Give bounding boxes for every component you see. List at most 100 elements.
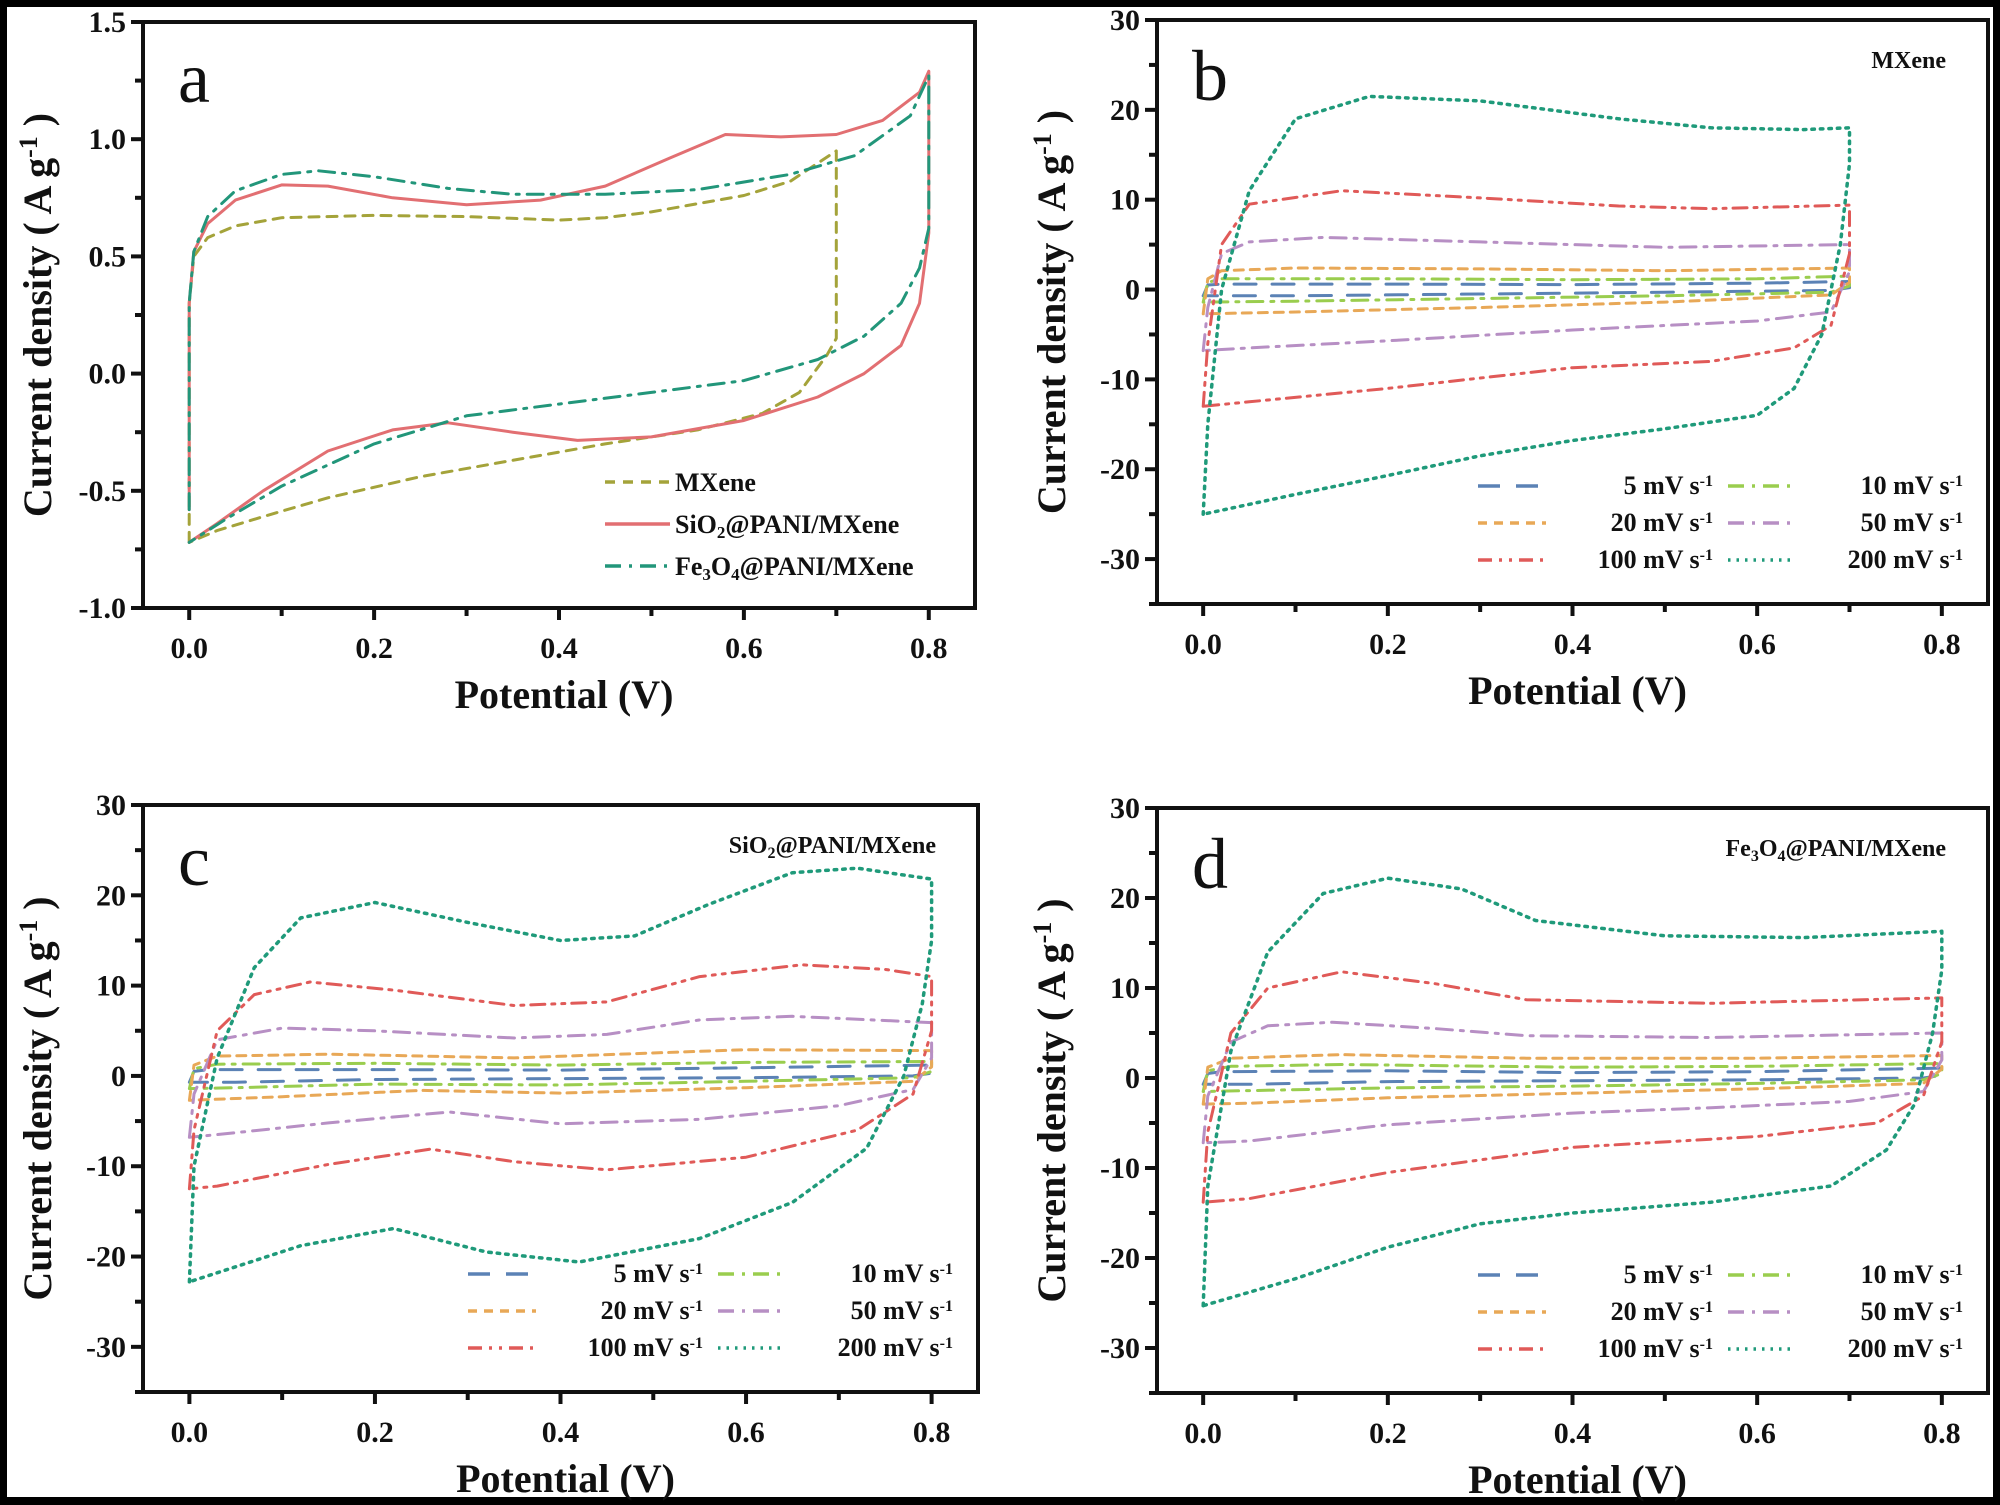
series-line-5-mv-s-1 <box>187 1063 934 1084</box>
x-tick-label: 0.4 <box>1554 628 1592 661</box>
y-tick-label: 0 <box>111 1060 126 1093</box>
y-tick-label: -20 <box>1100 453 1140 486</box>
x-tick-label: 0.8 <box>910 632 948 665</box>
x-tick-label: 0.6 <box>1738 628 1776 661</box>
x-tick-label: 0.2 <box>1369 1417 1407 1450</box>
y-tick-label: 0.0 <box>89 358 127 391</box>
legend-label: 100 mV s-1 <box>1598 545 1713 574</box>
series-line-fe3o4-pani-mxene <box>187 74 931 544</box>
series-line-200-mv-s-1 <box>187 866 934 1284</box>
series-line-10-mv-s-1 <box>1201 274 1851 304</box>
legend-label: 10 mV s-1 <box>851 1259 953 1288</box>
y-tick-label: 20 <box>1110 94 1140 127</box>
y-tick-label: -20 <box>86 1241 126 1274</box>
legend-label: 50 mV s-1 <box>1861 508 1963 537</box>
x-tick-label: 0.6 <box>1738 1417 1776 1450</box>
series-line-200-mv-s-1 <box>1201 94 1852 516</box>
material-label: SiO2@PANI/MXene <box>729 833 937 862</box>
series-line-20-mv-s-1 <box>1201 1053 1944 1106</box>
x-tick-label: 0.2 <box>356 1416 394 1449</box>
legend-label: 100 mV s-1 <box>588 1333 703 1362</box>
panel-letter: c <box>178 821 210 901</box>
x-tick-label: 0.8 <box>1923 1417 1961 1450</box>
legend-label: 200 mV s-1 <box>838 1333 953 1362</box>
legend-label: 200 mV s-1 <box>1848 1334 1963 1363</box>
y-tick-label: -30 <box>86 1331 126 1364</box>
y-tick-label: -10 <box>86 1150 126 1183</box>
legend-label: 100 mV s-1 <box>1598 1334 1713 1363</box>
legend-label: 10 mV s-1 <box>1861 471 1963 500</box>
series-line-100-mv-s-1 <box>187 963 934 1191</box>
y-tick-label: 30 <box>1110 4 1140 37</box>
y-tick-label: 0 <box>1125 1062 1140 1095</box>
series-line-5-mv-s-1 <box>1201 1066 1944 1086</box>
panel-letter: a <box>178 38 210 118</box>
series-line-100-mv-s-1 <box>1201 970 1944 1204</box>
series-line-50-mv-s-1 <box>187 1014 934 1139</box>
x-tick-label: 0.4 <box>1554 1417 1592 1450</box>
y-tick-label: 1.5 <box>89 6 127 39</box>
y-tick-label: -20 <box>1100 1242 1140 1275</box>
legend-label: 5 mV s-1 <box>614 1259 703 1288</box>
series-line-20-mv-s-1 <box>187 1048 934 1102</box>
y-tick-label: 20 <box>1110 882 1140 915</box>
panel-letter: d <box>1192 824 1228 904</box>
material-label: Fe3O4@PANI/MXene <box>1726 836 1947 865</box>
x-tick-label: 0.4 <box>542 1416 580 1449</box>
y-tick-label: 10 <box>1110 184 1140 217</box>
x-axis-title: Potential (V) <box>456 1456 675 1501</box>
series-line-10-mv-s-1 <box>187 1060 934 1091</box>
legend-label: 10 mV s-1 <box>1861 1260 1963 1289</box>
panel-d: -30 -20 -10 0 10 20 30 0.0 0.2 0.4 0.6 0.8 Potential… <box>1028 792 1990 1502</box>
y-axis-title: Current density ( A g-1 ) <box>14 113 61 517</box>
y-tick-label: 0 <box>1125 274 1140 307</box>
series-line-50-mv-s-1 <box>1201 235 1851 353</box>
x-tick-label: 0.0 <box>170 632 208 665</box>
series-line-mxene <box>187 149 838 544</box>
x-tick-label: 0.6 <box>727 1416 765 1449</box>
legend-label: 5 mV s-1 <box>1624 1260 1713 1289</box>
y-tick-label: 1.0 <box>89 123 127 156</box>
legend-label: 20 mV s-1 <box>601 1296 703 1325</box>
legend-label: 5 mV s-1 <box>1624 471 1713 500</box>
x-tick-label: 0.0 <box>1184 1417 1222 1450</box>
x-tick-label: 0.6 <box>725 632 763 665</box>
y-tick-label: 0.5 <box>89 240 127 273</box>
x-tick-label: 0.8 <box>1923 628 1961 661</box>
y-tick-label: -30 <box>1100 1332 1140 1365</box>
y-axis-title: Current density ( A g-1 ) <box>1028 110 1075 514</box>
x-axis-title: Potential (V) <box>1468 668 1687 713</box>
y-axis-title: Current density ( A g-1 ) <box>1028 898 1075 1302</box>
panel-letter: b <box>1192 36 1228 116</box>
y-tick-label: 10 <box>1110 972 1140 1005</box>
x-tick-label: 0.4 <box>540 632 578 665</box>
y-tick-label: -30 <box>1100 543 1140 576</box>
x-tick-label: 0.0 <box>171 1416 209 1449</box>
legend: 5 mV s-1 10 mV s-1 20 mV s-1 50 mV s-1 100 m… <box>468 1259 953 1362</box>
x-tick-label: 0.8 <box>913 1416 951 1449</box>
y-tick-label: -10 <box>1100 1152 1140 1185</box>
y-tick-label: -10 <box>1100 363 1140 396</box>
legend-label: 50 mV s-1 <box>1861 1297 1963 1326</box>
x-tick-label: 0.2 <box>355 632 393 665</box>
y-tick-label: -0.5 <box>79 475 127 508</box>
x-axis-title: Potential (V) <box>1468 1457 1687 1502</box>
legend: 5 mV s-1 10 mV s-1 20 mV s-1 50 mV s-1 100 m… <box>1478 1260 1963 1363</box>
legend-label: 200 mV s-1 <box>1848 545 1963 574</box>
y-tick-label: 10 <box>96 970 126 1003</box>
legend: 5 mV s-1 10 mV s-1 20 mV s-1 50 mV s-1 100 m… <box>1478 471 1963 574</box>
legend: MXene SiO2@PANI/MXene Fe3O4@PANI/MXene <box>605 468 914 584</box>
x-tick-label: 0.2 <box>1369 628 1407 661</box>
legend-label: MXene <box>675 468 756 497</box>
figure-background <box>7 7 1993 1497</box>
panel-a: -1.0 -0.5 0.0 0.5 1.0 1.5 0.0 0.2 0.4 0.6 0.8 Poten… <box>14 6 977 717</box>
panel-c: -30 -20 -10 0 10 20 30 0.0 0.2 0.4 0.6 0.8 Potential… <box>14 789 980 1501</box>
legend-label: 20 mV s-1 <box>1611 508 1713 537</box>
series-line-sio2-pani-mxene <box>187 69 931 544</box>
legend-label: Fe3O4@PANI/MXene <box>675 552 914 584</box>
x-axis-title: Potential (V) <box>455 672 674 717</box>
series-line-20-mv-s-1 <box>1201 266 1851 316</box>
legend-label: 50 mV s-1 <box>851 1296 953 1325</box>
